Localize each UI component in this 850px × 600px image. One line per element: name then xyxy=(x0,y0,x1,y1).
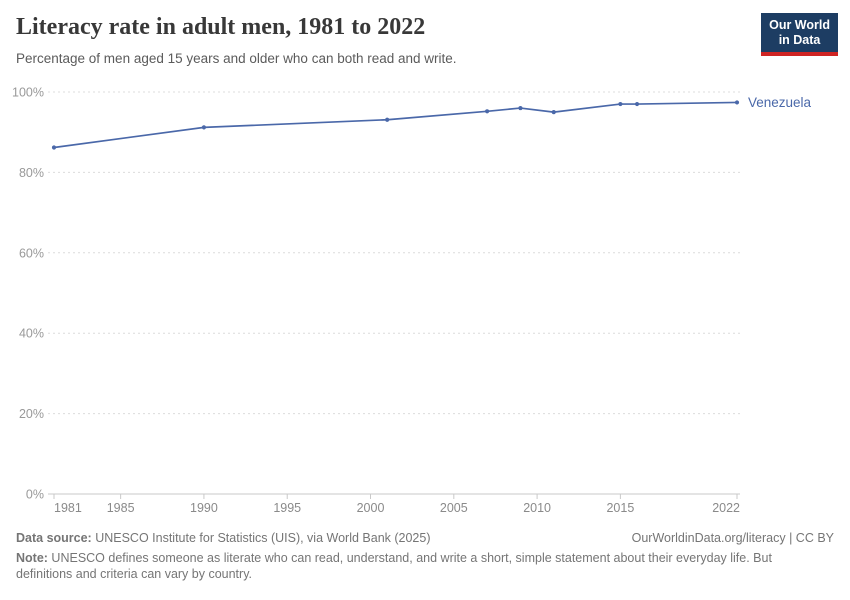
chart-subtitle: Percentage of men aged 15 years and olde… xyxy=(16,51,457,66)
y-tick-label: 0% xyxy=(26,488,44,502)
note-label: Note: xyxy=(16,551,48,565)
data-point[interactable] xyxy=(551,110,556,115)
x-tick-label: 1990 xyxy=(190,501,218,515)
y-tick-label: 80% xyxy=(19,166,44,180)
x-tick-label: 2005 xyxy=(440,501,468,515)
x-tick-label: 2022 xyxy=(712,501,740,515)
note-text: UNESCO defines someone as literate who c… xyxy=(16,551,772,582)
data-point[interactable] xyxy=(385,117,390,122)
data-point[interactable] xyxy=(734,100,740,105)
x-tick-label: 2000 xyxy=(357,501,385,515)
y-tick-label: 60% xyxy=(19,246,44,260)
data-point[interactable] xyxy=(485,109,490,114)
data-point[interactable] xyxy=(634,101,640,107)
x-tick-label: 1995 xyxy=(273,501,301,515)
data-source-text: UNESCO Institute for Statistics (UIS), v… xyxy=(91,531,431,545)
chart-note: Note: UNESCO defines someone as literate… xyxy=(16,550,828,583)
x-tick-label: 2015 xyxy=(606,501,634,515)
x-tick-label: 1985 xyxy=(107,501,135,515)
data-point[interactable] xyxy=(618,101,623,107)
x-tick-label: 1981 xyxy=(54,501,82,515)
x-tick-label: 2010 xyxy=(523,501,551,515)
literacy-line-chart[interactable]: 0% 20% 40% 60% 80% 100% 1981 1985 1990 1995 2000 20… xyxy=(0,85,850,516)
owid-logo: Our World in Data xyxy=(761,13,838,56)
owid-license-link[interactable]: OurWorldinData.org/literacy | CC BY xyxy=(631,531,834,545)
chart-footer: Data source: UNESCO Institute for Statis… xyxy=(16,531,834,583)
y-tick-label: 20% xyxy=(19,407,44,421)
data-point[interactable] xyxy=(201,125,207,130)
y-tick-label: 100% xyxy=(12,86,44,100)
y-tick-label: 40% xyxy=(19,327,44,341)
chart-title: Literacy rate in adult men, 1981 to 2022 xyxy=(16,14,426,40)
series-line[interactable] xyxy=(53,101,738,149)
data-source-label: Data source: xyxy=(16,531,92,545)
data-point[interactable] xyxy=(51,145,57,150)
data-source: Data source: UNESCO Institute for Statis… xyxy=(16,531,431,545)
entity-label: Venezuela xyxy=(748,95,812,110)
owid-logo-line2: in Data xyxy=(778,33,821,47)
owid-logo-line1: Our World xyxy=(769,18,830,32)
data-point[interactable] xyxy=(518,105,523,111)
